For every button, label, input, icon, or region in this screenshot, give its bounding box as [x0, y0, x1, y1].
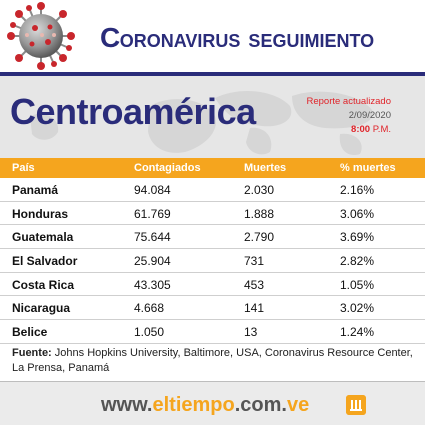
cell-death-rate: 1.05% — [340, 277, 375, 292]
cell-country: Guatemala — [12, 230, 74, 245]
url-part-1: www. — [101, 394, 153, 416]
url-part-4: ve — [286, 394, 310, 416]
table-row: Panamá 94.084 2.030 2.16% — [0, 178, 425, 202]
report-time-period: P.M. — [372, 124, 391, 135]
report-label: Reporte actualizado — [306, 96, 392, 107]
column-header-country: País — [12, 162, 35, 174]
table-row: El Salvador 25.904 731 2.82% — [0, 249, 425, 273]
title-rest-2: EGUIMIENTO — [260, 31, 375, 51]
header: CORONAVIRUS SEGUIMIENTO — [0, 0, 425, 72]
footer-divider — [0, 381, 425, 382]
table-row: Costa Rica 43.305 453 1.05% — [0, 273, 425, 297]
cell-infected: 43.305 — [134, 277, 171, 292]
url-part-3: .com. — [234, 394, 287, 416]
cell-country: Nicaragua — [12, 301, 71, 316]
title-rest-1: ORONAVIRUS — [119, 31, 241, 51]
column-header-deaths: Muertes — [244, 162, 287, 174]
source-label: Fuente: — [12, 347, 52, 359]
cell-infected: 94.084 — [134, 183, 171, 197]
header-divider — [0, 72, 425, 76]
table-body: Panamá 94.084 2.030 2.16% Honduras 61.76… — [0, 178, 425, 344]
cell-death-rate: 1.24% — [340, 325, 375, 340]
report-time-value: 8:00 — [351, 124, 371, 135]
website-link[interactable]: www.eltiempo.com.ve — [101, 394, 309, 417]
table-row: Nicaragua 4.668 141 3.02% — [0, 296, 425, 321]
cell-deaths: 453 — [244, 277, 265, 292]
footer: www.eltiempo.com.ve — [0, 382, 425, 425]
title-initial-2: S — [248, 31, 261, 51]
cell-infected: 75.644 — [134, 230, 171, 245]
region-band: Centroamérica Reporte actualizado 2/09/2… — [0, 76, 425, 158]
cell-country: El Salvador — [12, 254, 78, 269]
report-info: Reporte actualizado 2/09/2020 8:00 P.M. — [307, 95, 392, 137]
cell-death-rate: 2.82% — [340, 254, 375, 269]
cell-death-rate: 3.06% — [340, 206, 375, 221]
cell-infected: 1.050 — [134, 325, 165, 340]
cell-infected: 4.668 — [134, 301, 165, 316]
coronavirus-icon — [7, 2, 75, 70]
eltiempo-logo-icon — [346, 395, 366, 415]
cell-deaths: 1.888 — [244, 206, 275, 221]
source-note: Fuente: Johns Hopkins University, Baltim… — [12, 346, 414, 376]
region-title: Centroamérica — [10, 91, 256, 132]
cell-deaths: 2.030 — [244, 183, 275, 197]
cell-deaths: 731 — [244, 254, 265, 269]
world-map-background — [30, 91, 373, 156]
url-part-2: eltiempo — [152, 394, 235, 416]
cell-deaths: 141 — [244, 301, 265, 316]
cell-country: Honduras — [12, 206, 69, 221]
column-header-death-rate: % muertes — [340, 162, 396, 174]
cell-death-rate: 3.02% — [340, 301, 375, 316]
cell-death-rate: 3.69% — [340, 230, 375, 245]
title-initial-1: C — [100, 22, 120, 53]
header-title: CORONAVIRUS SEGUIMIENTO — [100, 22, 374, 54]
column-header-infected: Contagiados — [134, 162, 201, 174]
cell-country: Costa Rica — [12, 277, 75, 292]
table-row: Guatemala 75.644 2.790 3.69% — [0, 225, 425, 250]
report-time: 8:00 P.M. — [307, 123, 391, 137]
table-row: Belice 1.050 13 1.24% — [0, 320, 425, 344]
report-date: 2/09/2020 — [348, 110, 391, 121]
cell-deaths: 13 — [244, 325, 258, 340]
table-header: País Contagiados Muertes % muertes — [0, 158, 425, 178]
cell-country: Belice — [12, 325, 48, 340]
table-row: Honduras 61.769 1.888 3.06% — [0, 202, 425, 226]
cell-infected: 25.904 — [134, 254, 171, 269]
cell-deaths: 2.790 — [244, 230, 275, 245]
cell-infected: 61.769 — [134, 206, 171, 221]
source-text: Johns Hopkins University, Baltimore, USA… — [12, 347, 413, 374]
cell-country: Panamá — [12, 183, 59, 197]
cell-death-rate: 2.16% — [340, 183, 375, 197]
